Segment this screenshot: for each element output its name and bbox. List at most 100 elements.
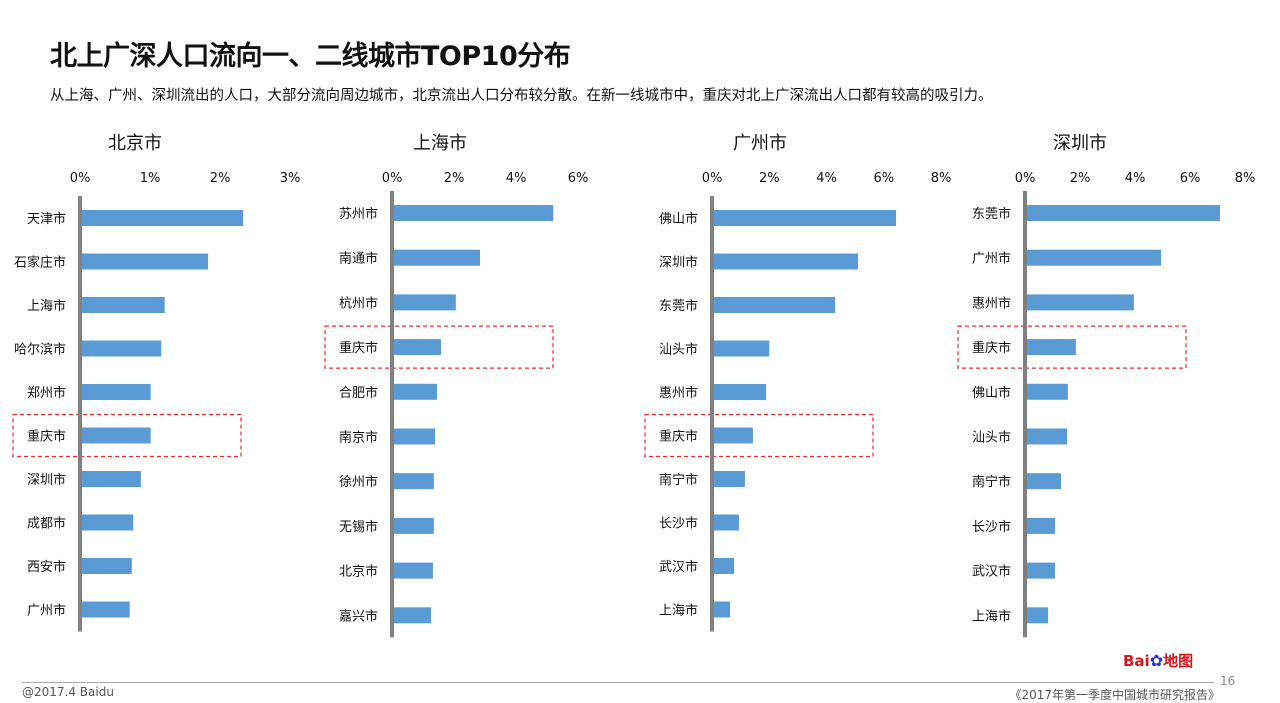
page-subtitle: 从上海、广州、深圳流出的人口，大部分流向周边城市，北京流出人口分布较分散。在新一…: [50, 88, 993, 104]
category-label: 上海市: [972, 608, 1011, 624]
highlight-box: [957, 325, 1187, 369]
bar: [712, 297, 836, 313]
footer-report: 《2017年第一季度中国城市研究报告》: [1009, 688, 1220, 702]
x-tick-label: 6%: [873, 171, 894, 186]
page-title: 北上广深人口流向一、二线城市TOP10分布: [50, 41, 571, 72]
bar: [80, 601, 130, 618]
x-tick-label: 0%: [1015, 171, 1036, 186]
page-number: 16: [1220, 674, 1236, 688]
bar: [712, 558, 735, 574]
bar: [392, 607, 432, 624]
bar: [712, 471, 745, 487]
x-tick-label: 6%: [568, 171, 589, 186]
category-label: 东莞市: [972, 206, 1011, 222]
category-label: 重庆市: [339, 340, 378, 356]
bar: [712, 210, 897, 226]
bar: [1025, 339, 1076, 356]
category-label: 广州市: [27, 603, 66, 619]
category-label: 重庆市: [972, 340, 1011, 356]
bar: [392, 517, 434, 534]
x-tick-label: 0%: [70, 171, 91, 186]
bar: [392, 473, 434, 490]
x-tick-label: 4%: [1125, 171, 1146, 186]
bar: [80, 210, 244, 226]
x-tick-label: 4%: [816, 171, 837, 186]
category-label: 无锡市: [339, 519, 378, 535]
category-label: 哈尔滨市: [14, 342, 66, 358]
highlight-box: [644, 413, 874, 458]
category-label: 天津市: [27, 211, 66, 227]
category-label: 上海市: [27, 298, 66, 314]
baidu-map-logo: Bai✿地图: [1123, 651, 1194, 670]
chart-title: 广州市: [733, 133, 787, 154]
x-tick-label: 6%: [1180, 171, 1201, 186]
category-label: 佛山市: [659, 211, 698, 227]
bar: [392, 205, 554, 221]
footer-divider: [22, 682, 1214, 683]
bar: [712, 340, 770, 357]
category-label: 长沙市: [972, 519, 1011, 535]
category-label: 佛山市: [972, 385, 1011, 401]
chart-title: 上海市: [413, 133, 467, 154]
category-label: 汕头市: [972, 430, 1011, 446]
bar: [712, 427, 753, 444]
x-tick-label: 0%: [702, 171, 723, 186]
x-tick-label: 3%: [280, 171, 301, 186]
category-label: 南通市: [339, 251, 378, 267]
x-tick-label: 0%: [382, 171, 403, 186]
category-label: 重庆市: [27, 429, 66, 445]
chart-title: 北京市: [108, 133, 162, 154]
footer-copyright: @2017.4 Baidu: [22, 685, 114, 699]
bar: [1025, 428, 1068, 445]
category-label: 南宁市: [972, 474, 1011, 490]
bar: [80, 558, 132, 574]
bar: [392, 294, 456, 311]
bar: [1025, 517, 1055, 534]
category-label: 重庆市: [659, 429, 698, 445]
bar: [392, 249, 481, 266]
category-label: 南京市: [339, 430, 378, 446]
x-tick-label: 4%: [506, 171, 527, 186]
category-label: 杭州市: [339, 295, 378, 311]
category-label: 惠州市: [659, 385, 698, 401]
bar: [712, 601, 731, 618]
bar: [1025, 294, 1134, 311]
highlight-box: [324, 325, 554, 369]
category-label: 武汉市: [659, 559, 698, 575]
category-label: 徐州市: [339, 474, 378, 490]
category-label: 嘉兴市: [339, 608, 378, 624]
bar: [392, 383, 437, 400]
category-label: 成都市: [27, 516, 66, 532]
category-label: 武汉市: [972, 564, 1011, 580]
paw-icon: ✿: [1149, 651, 1164, 670]
category-label: 北京市: [339, 564, 378, 580]
bar: [712, 253, 858, 270]
bar: [80, 471, 141, 487]
bar: [1025, 607, 1049, 624]
bar: [392, 428, 436, 445]
bar: [1025, 249, 1162, 266]
x-tick-label: 2%: [210, 171, 231, 186]
bar: [80, 297, 165, 313]
chart-title: 深圳市: [1053, 133, 1107, 154]
category-label: 上海市: [659, 603, 698, 619]
bar: [80, 253, 209, 270]
bar: [392, 562, 433, 579]
category-label: 西安市: [27, 559, 66, 575]
x-tick-label: 8%: [931, 171, 952, 186]
bar: [80, 427, 151, 444]
x-tick-label: 2%: [1070, 171, 1091, 186]
bar: [80, 514, 134, 531]
x-tick-label: 2%: [444, 171, 465, 186]
bar: [1025, 562, 1055, 579]
bar: [1025, 383, 1068, 400]
x-tick-label: 1%: [140, 171, 161, 186]
x-tick-label: 2%: [759, 171, 780, 186]
category-label: 郑州市: [27, 385, 66, 401]
category-label: 东莞市: [659, 298, 698, 314]
bar: [80, 340, 162, 357]
bar: [80, 384, 151, 400]
bar: [392, 339, 441, 356]
category-label: 深圳市: [27, 472, 66, 488]
bar: [712, 384, 767, 400]
